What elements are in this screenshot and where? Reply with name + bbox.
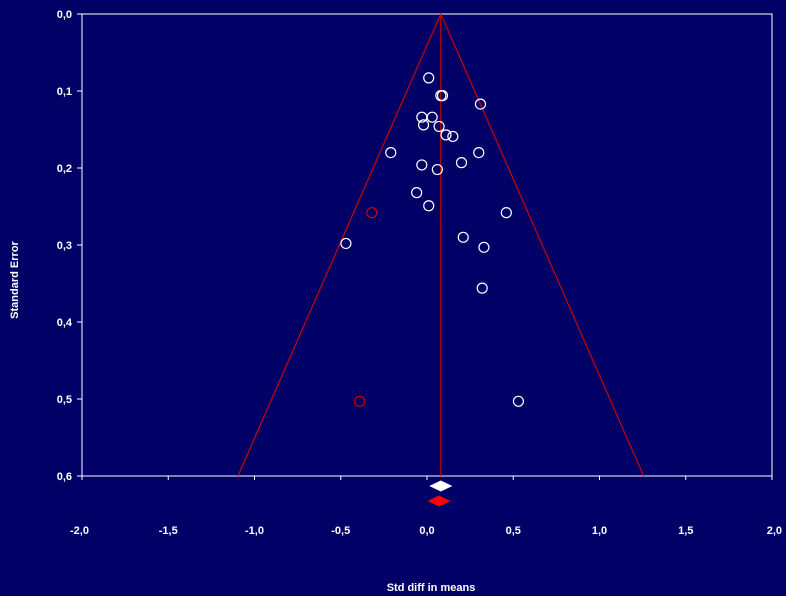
y-tick-label: 0,4 — [57, 317, 73, 329]
plot-area — [81, 13, 773, 477]
observed-study-point — [500, 207, 512, 219]
observed-study-point — [436, 90, 449, 102]
x-tick-label: -2,0 — [70, 525, 89, 537]
observed-study-point — [385, 147, 397, 159]
observed-study-point — [478, 241, 490, 253]
observed-study-point — [440, 129, 452, 141]
observed-study-point — [455, 157, 468, 169]
funnel-left-line — [237, 13, 442, 477]
observed-study-point — [431, 163, 443, 176]
y-tick-label: 0,3 — [57, 240, 72, 252]
observed-study-point — [473, 147, 485, 159]
observed-study-point — [426, 111, 438, 123]
observed-study-point — [423, 72, 435, 84]
observed-summary-diamond — [429, 480, 453, 492]
y-tick-label: 0,0 — [57, 9, 72, 21]
summary-diamonds — [427, 480, 453, 507]
x-tick-label: -1,5 — [159, 525, 178, 537]
x-tick-label: 1,5 — [678, 525, 693, 537]
x-tick-label: 0,5 — [506, 525, 521, 537]
x-tick-label: -1,0 — [245, 525, 264, 537]
imputed-summary-diamond — [427, 495, 451, 507]
y-axis: 0,0 0,1 0,2 0,3 0,4 0,5 0,6 — [57, 9, 82, 483]
observed-study-point — [433, 120, 445, 133]
x-tick-label: 2,0 — [767, 525, 782, 537]
observed-study-point — [340, 237, 352, 250]
funnel-lines — [237, 13, 645, 477]
observed-study-point — [447, 130, 459, 143]
imputed-study-point — [354, 395, 366, 407]
observed-study-point — [512, 395, 525, 407]
observed-study-point — [423, 200, 435, 212]
x-tick-label: 0,0 — [419, 525, 434, 537]
x-axis-label: Std diff in means — [387, 582, 476, 594]
observed-study-point — [474, 98, 487, 110]
x-tick-label: 1,0 — [592, 525, 607, 537]
observed-study-point — [411, 187, 423, 199]
x-tick-label: -0,5 — [331, 525, 350, 537]
y-tick-label: 0,5 — [57, 394, 72, 406]
y-tick-label: 0,1 — [57, 86, 72, 98]
observed-study-point — [457, 231, 469, 243]
x-axis: -2,0 -1,5 -1,0 -0,5 0,0 0,5 1,0 1,5 2,0 — [70, 476, 782, 537]
observed-study-point — [416, 159, 428, 171]
funnel-right-line — [440, 13, 645, 477]
y-tick-label: 0,2 — [57, 163, 72, 175]
imputed-study-point — [366, 207, 378, 219]
observed-study-point — [476, 282, 488, 294]
observed-study-point — [417, 119, 430, 131]
y-axis-label: Standard Error — [9, 240, 21, 318]
y-tick-label: 0,6 — [57, 471, 72, 483]
study-points — [340, 72, 525, 407]
